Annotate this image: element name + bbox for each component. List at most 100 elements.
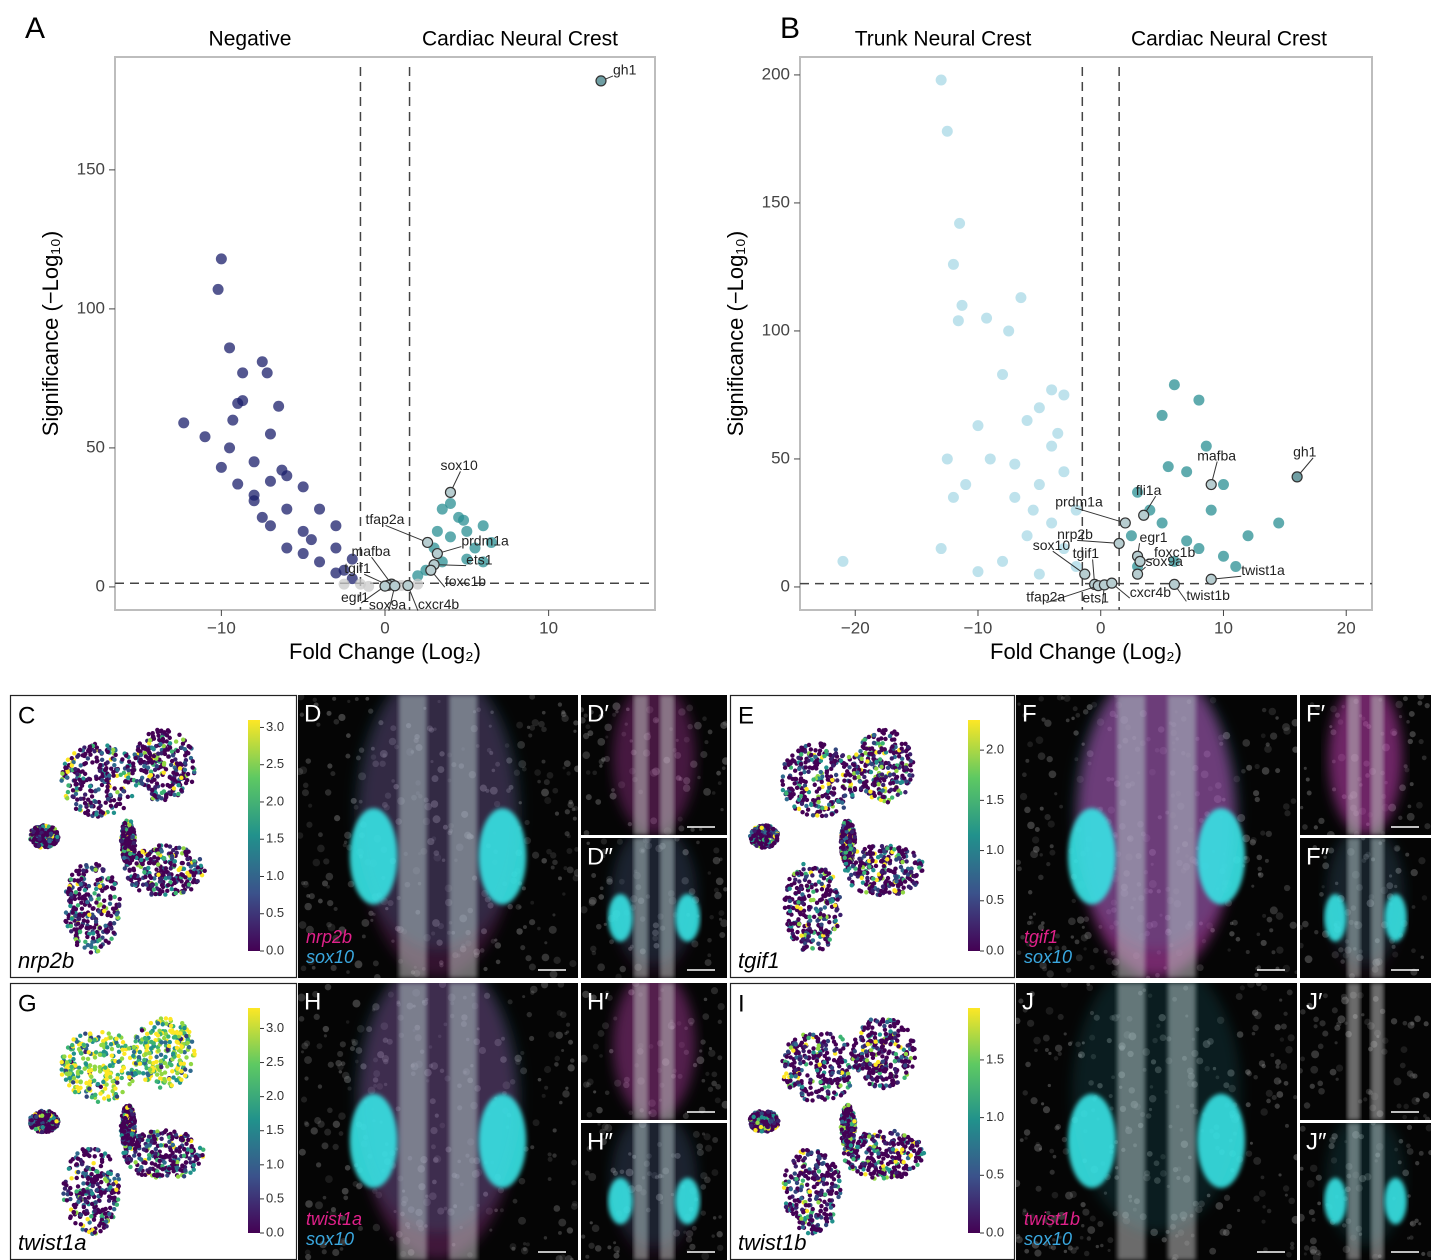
umap-cell — [167, 729, 171, 733]
umap-cell — [852, 839, 856, 843]
gene-label: nrp2b — [18, 948, 74, 973]
umap-cell — [85, 1181, 89, 1185]
umap-cell — [139, 768, 143, 772]
umap-cell — [828, 937, 832, 941]
umap-cell — [187, 1045, 191, 1049]
colorbar-tick-label: 1.0 — [266, 868, 284, 883]
umap-cell — [771, 827, 775, 831]
umap-cell — [67, 1167, 71, 1171]
umap-cell — [104, 778, 108, 782]
umap-cell — [152, 793, 156, 797]
umap-cell — [100, 751, 104, 755]
umap-cell — [811, 938, 815, 942]
umap-cell — [120, 757, 124, 761]
umap-cell — [166, 754, 170, 758]
umap-cell — [100, 1160, 104, 1164]
umap-cell — [94, 887, 98, 891]
umap-cell — [93, 867, 97, 871]
umap-cell — [169, 887, 173, 891]
umap-cell — [160, 1072, 164, 1076]
umap-cell — [781, 788, 785, 792]
umap-cell — [123, 846, 127, 850]
umap-cell — [89, 897, 93, 901]
umap-cell — [841, 846, 845, 850]
colorbar-tick-label: 3.0 — [266, 1020, 284, 1035]
umap-cell — [187, 1156, 191, 1160]
point-label: twist1b — [1186, 587, 1230, 603]
umap-cell — [70, 873, 74, 877]
colorbar-tick-label: 3.0 — [266, 719, 284, 734]
umap-cell — [892, 751, 896, 755]
umap-cell — [153, 785, 157, 789]
umap-cell — [173, 881, 177, 885]
umap-cell — [178, 1145, 182, 1149]
colorbar-tick-label: 2.0 — [986, 742, 1004, 757]
umap-cell — [823, 905, 827, 909]
umap-cell — [807, 880, 811, 884]
umap-cell — [785, 758, 789, 762]
umap-cell — [182, 867, 186, 871]
umap-cell — [135, 1140, 139, 1144]
umap-cell — [832, 791, 836, 795]
labeled-point — [1292, 472, 1302, 482]
umap-cell — [826, 777, 830, 781]
umap-cell — [900, 761, 904, 765]
umap-cell — [760, 826, 764, 830]
umap-cell — [79, 1222, 83, 1226]
labeled-point — [445, 487, 455, 497]
umap-cell — [164, 843, 168, 847]
point — [1169, 379, 1180, 390]
umap-cell — [822, 754, 826, 758]
point — [942, 453, 953, 464]
umap-cell — [74, 792, 78, 796]
umap-cell — [127, 823, 131, 827]
gene-label: tgif1 — [738, 948, 780, 973]
umap-cell — [183, 1073, 187, 1077]
umap-cell — [870, 889, 874, 893]
umap-cell — [55, 830, 59, 834]
umap-cell — [800, 802, 804, 806]
umap-cell — [98, 877, 102, 881]
umap-cell — [141, 883, 145, 887]
umap-cell — [171, 771, 175, 775]
umap-cell — [159, 878, 163, 882]
umap-cell — [94, 777, 98, 781]
umap-cell — [842, 765, 846, 769]
point — [1028, 505, 1039, 516]
point — [1181, 466, 1192, 477]
umap-cell — [799, 778, 803, 782]
umap-cell — [162, 730, 166, 734]
umap-cell — [809, 753, 813, 757]
umap-cell — [181, 1138, 185, 1142]
umap-cell — [790, 753, 794, 757]
umap-cell — [169, 763, 173, 767]
umap-cell — [177, 846, 181, 850]
umap-cell — [187, 1030, 191, 1034]
panel-header: Negative — [209, 28, 292, 51]
umap-cell — [187, 882, 191, 886]
colorbar-tick-label: 1.0 — [266, 1156, 284, 1171]
umap-cell — [65, 775, 69, 779]
umap-cell — [154, 867, 158, 871]
umap-cell — [73, 914, 77, 918]
umap-cell — [112, 786, 116, 790]
point — [1273, 517, 1284, 528]
umap-cell — [128, 1165, 132, 1169]
point — [1034, 402, 1045, 413]
umap-cell — [104, 1073, 108, 1077]
umap-cell — [138, 1050, 142, 1054]
umap-cell — [105, 1179, 109, 1183]
umap-cell — [156, 1033, 160, 1037]
umap-cell — [144, 770, 148, 774]
umap-cell — [838, 913, 842, 917]
point — [985, 453, 996, 464]
umap-cell — [157, 843, 161, 847]
point — [948, 492, 959, 503]
umap-cell — [84, 1081, 88, 1085]
umap-cell — [850, 823, 854, 827]
umap-cell — [40, 1130, 44, 1134]
point — [1009, 492, 1020, 503]
umap-cell — [835, 907, 839, 911]
umap-cell — [86, 809, 90, 813]
umap-cell — [123, 1141, 127, 1145]
